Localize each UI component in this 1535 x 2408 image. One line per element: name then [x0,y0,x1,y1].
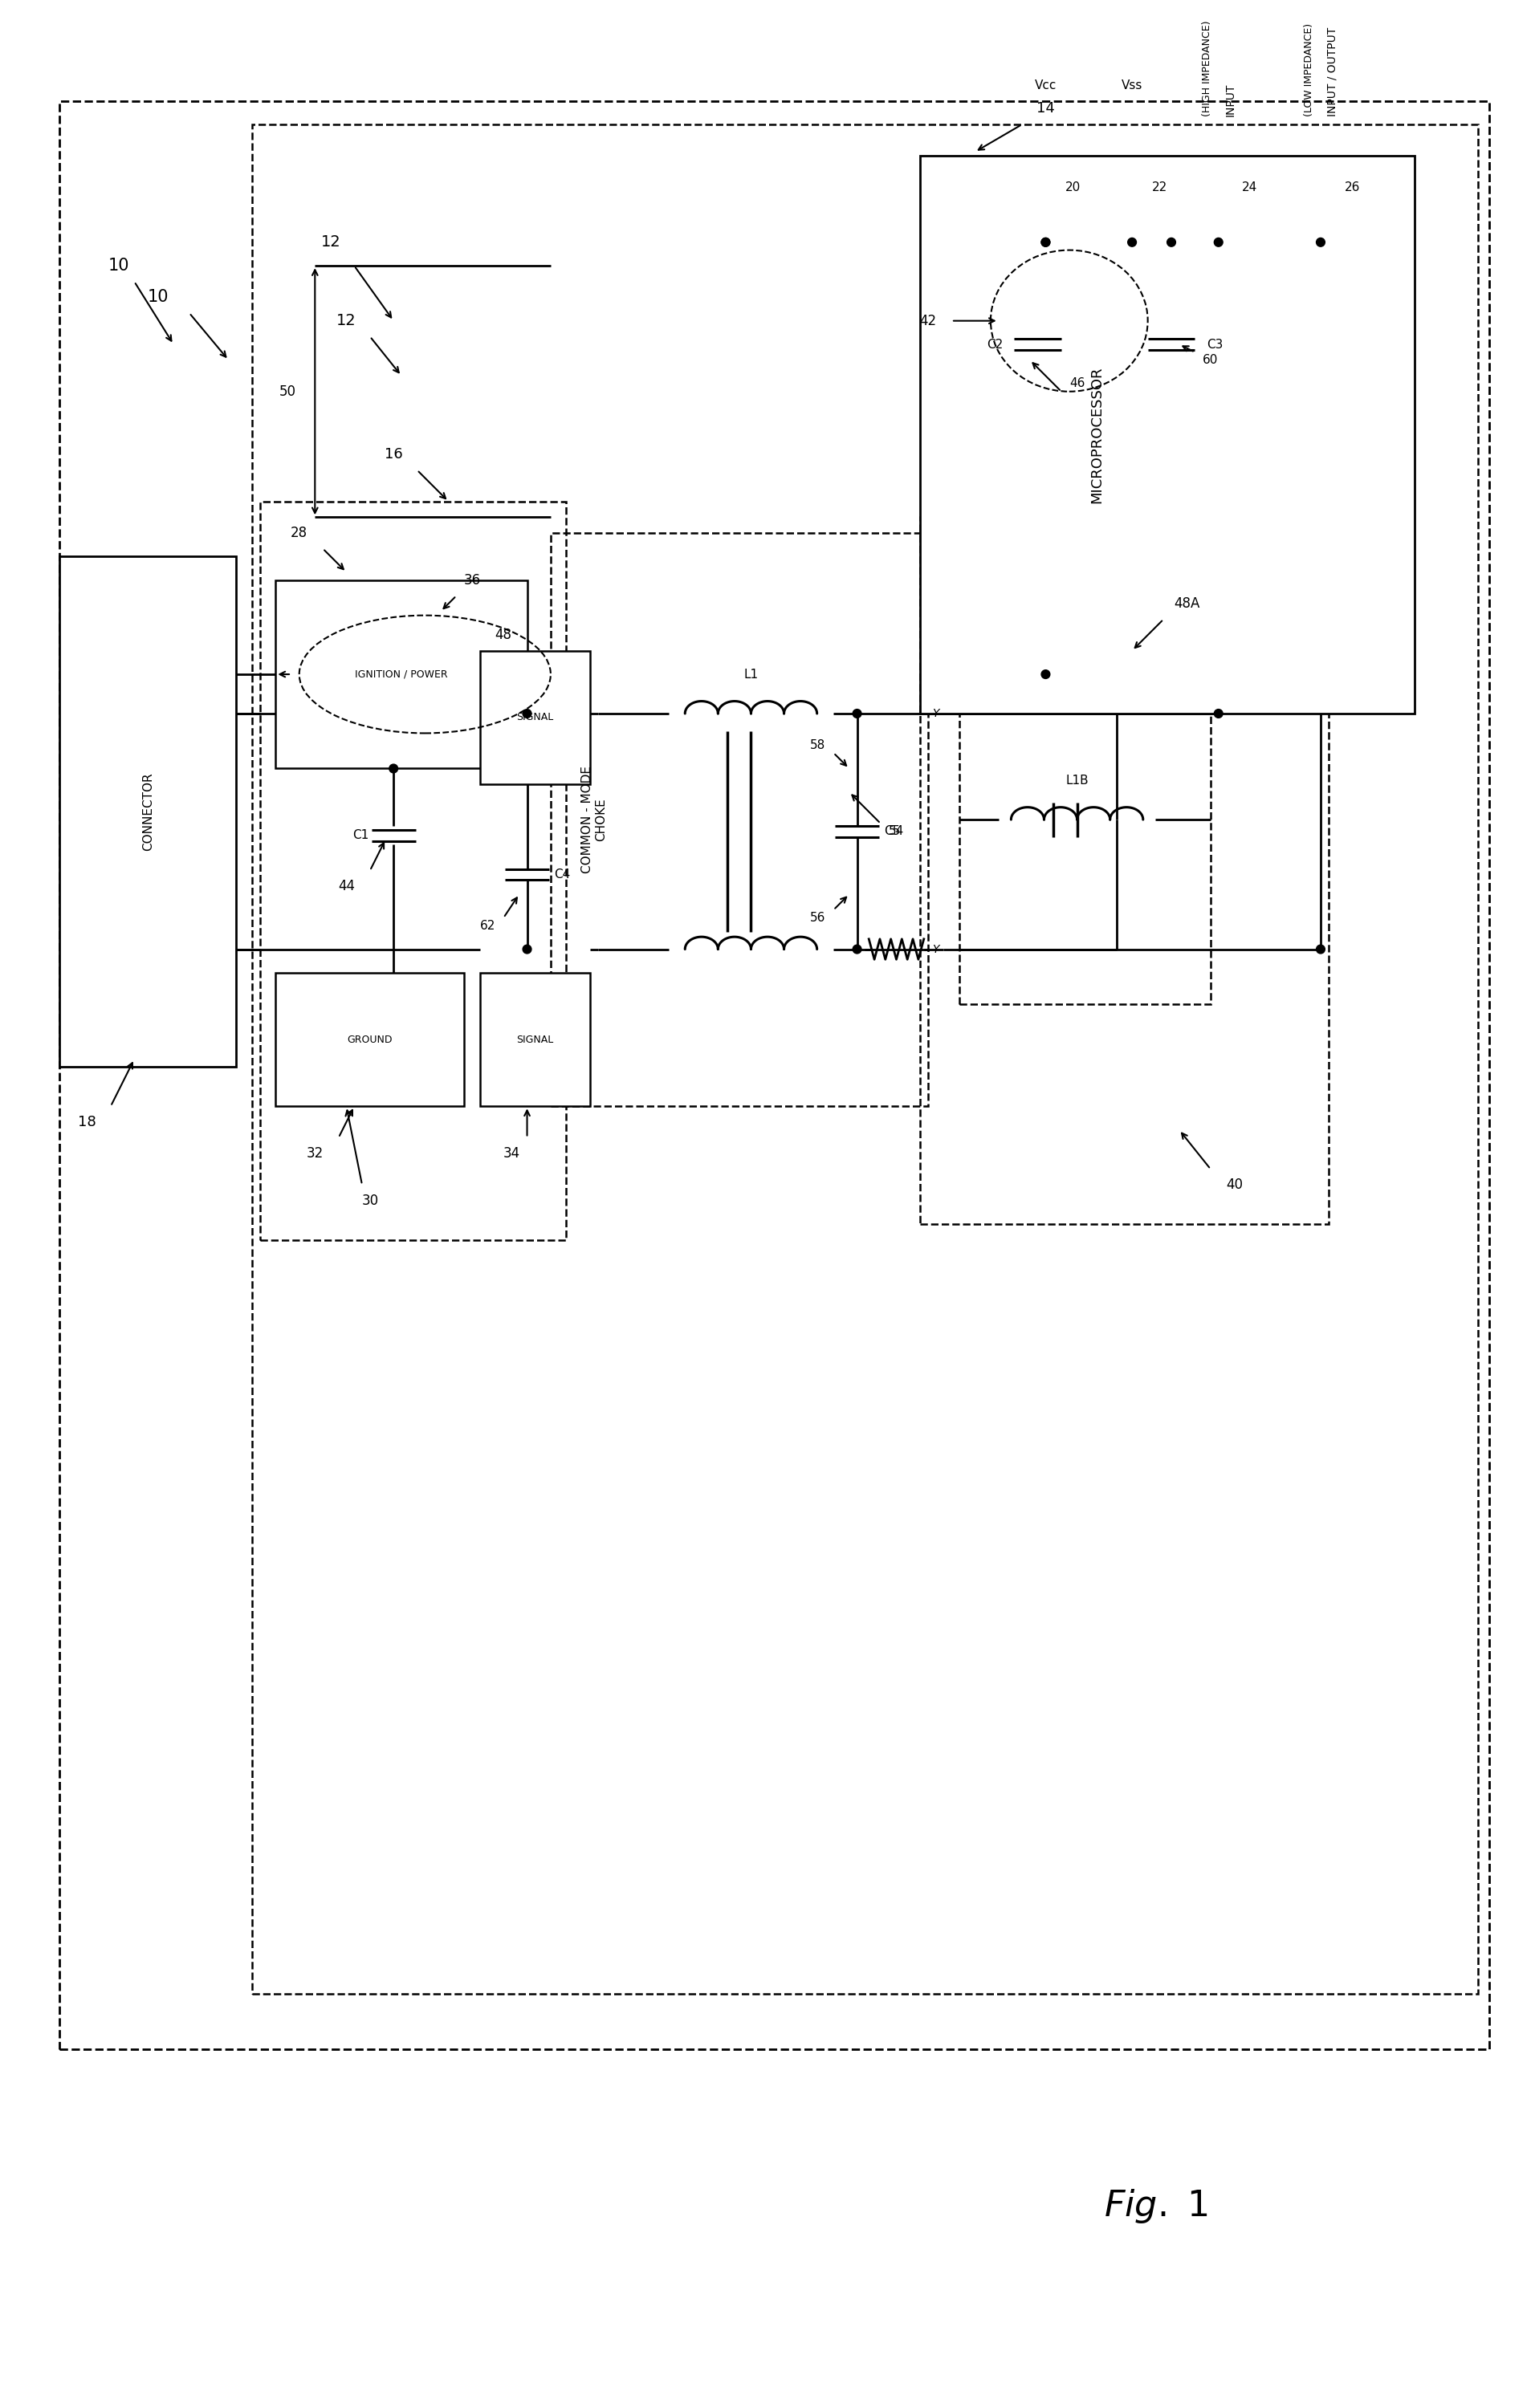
Circle shape [523,944,531,954]
Text: C1: C1 [353,828,368,840]
Text: L1B: L1B [1065,775,1088,787]
Text: C3: C3 [1207,340,1223,352]
Text: 54: 54 [889,826,904,838]
Text: Y: Y [932,944,939,956]
Bar [551,532,927,1105]
Text: 28: 28 [290,525,307,539]
Text: 30: 30 [361,1194,379,1209]
Text: CONNECTOR: CONNECTOR [141,773,154,850]
Bar [480,973,589,1105]
Text: 44: 44 [338,879,355,893]
Text: 58: 58 [810,739,826,751]
Text: SIGNAL: SIGNAL [516,713,554,722]
Circle shape [1128,238,1136,246]
Text: IGNITION / POWER: IGNITION / POWER [355,669,448,679]
Circle shape [1041,669,1050,679]
Bar [60,556,236,1067]
Bar [919,157,1415,713]
Text: (HIGH IMPEDANCE): (HIGH IMPEDANCE) [1202,22,1213,116]
Circle shape [523,710,531,718]
Text: 12: 12 [321,234,341,250]
Text: 46: 46 [1070,378,1085,390]
Text: C5: C5 [884,826,901,838]
Text: COMMON - MODE
CHOKE: COMMON - MODE CHOKE [580,766,606,874]
Circle shape [1041,238,1050,246]
Text: L1: L1 [744,669,758,681]
Bar [959,636,1211,1004]
Text: Y: Y [932,708,939,720]
Text: 10: 10 [107,258,129,275]
Text: INPUT / OUTPUT: INPUT / OUTPUT [1326,26,1339,116]
Bar [276,580,527,768]
Text: C4: C4 [554,869,571,881]
Text: 10: 10 [147,289,169,306]
Bar [276,973,464,1105]
Text: 50: 50 [279,385,296,400]
Text: INPUT: INPUT [1225,84,1236,116]
Text: $\mathit{Fig.\ 1}$: $\mathit{Fig.\ 1}$ [1104,2186,1208,2225]
Text: Vss: Vss [1122,79,1142,92]
Text: 42: 42 [919,313,936,327]
Text: 22: 22 [1151,181,1167,193]
Bar [60,101,1489,2049]
Text: 32: 32 [307,1146,324,1161]
Text: 56: 56 [810,913,826,925]
Bar [259,501,566,1240]
Circle shape [1214,238,1223,246]
Text: SIGNAL: SIGNAL [516,1035,554,1045]
Text: 12: 12 [336,313,356,327]
Circle shape [1317,238,1325,246]
Text: 14: 14 [1036,101,1055,116]
Text: 16: 16 [384,448,402,462]
Bar [919,518,1328,1223]
Text: 18: 18 [78,1115,97,1129]
Text: 60: 60 [1203,354,1219,366]
Text: 62: 62 [480,920,496,932]
Text: C2: C2 [987,340,1002,352]
Text: GROUND: GROUND [347,1035,393,1045]
Circle shape [1041,238,1050,246]
Bar [480,650,589,785]
Text: 26: 26 [1345,181,1360,193]
Circle shape [853,710,861,718]
Text: 48A: 48A [1174,597,1200,612]
Bar [252,125,1478,1994]
Text: 24: 24 [1242,181,1257,193]
Text: 40: 40 [1226,1178,1243,1192]
Circle shape [390,763,398,773]
Text: Vcc: Vcc [1035,79,1056,92]
Text: 48: 48 [496,628,513,643]
Text: 34: 34 [503,1146,520,1161]
Circle shape [1214,710,1223,718]
Text: (LOW IMPEDANCE): (LOW IMPEDANCE) [1303,24,1314,116]
Text: 36: 36 [464,573,480,588]
Text: MICROPROCESSOR: MICROPROCESSOR [1090,366,1104,503]
Circle shape [853,944,861,954]
Text: 20: 20 [1065,181,1081,193]
Circle shape [1317,944,1325,954]
Circle shape [1167,238,1176,246]
